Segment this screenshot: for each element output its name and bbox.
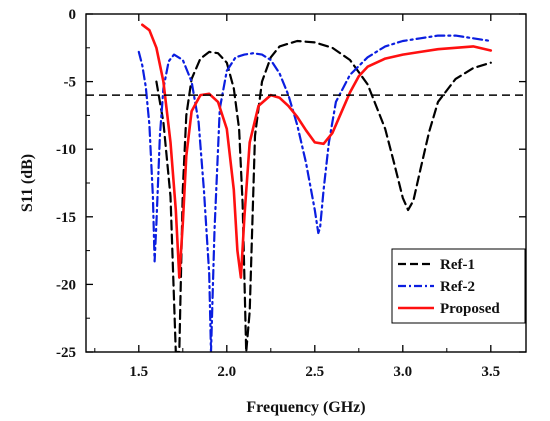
y-tick-label: -20 <box>56 277 76 293</box>
x-axis-title: Frequency (GHz) <box>246 399 365 416</box>
y-tick-label: -5 <box>64 75 77 91</box>
legend-label: Proposed <box>440 301 500 317</box>
x-tick-label: 2.0 <box>217 364 236 380</box>
x-tick-label: 3.5 <box>481 364 500 380</box>
legend: Ref-1 Ref-2 Proposed <box>391 248 526 324</box>
series-line-proposed <box>141 23 493 279</box>
y-tick-label: -25 <box>56 345 76 361</box>
x-tick-label: 3.0 <box>393 364 412 380</box>
series-layer <box>137 23 493 352</box>
y-tick-label: 0 <box>69 7 77 23</box>
y-axis-title: S11 (dB) <box>19 154 36 212</box>
legend-label: Ref-1 <box>440 257 475 273</box>
tick-layer: 1.5 2.0 2.5 3.0 3.5 0 -5 -10 -15 -20 -25 <box>56 7 526 380</box>
x-tick-label: 1.5 <box>129 364 148 380</box>
x-tick-label: 2.5 <box>305 364 324 380</box>
legend-label: Ref-2 <box>440 279 475 295</box>
y-tick-label: -15 <box>56 210 76 226</box>
series-line-ref-1 <box>155 39 492 352</box>
series-line-ref-2 <box>137 34 492 352</box>
y-tick-label: -10 <box>56 142 76 158</box>
